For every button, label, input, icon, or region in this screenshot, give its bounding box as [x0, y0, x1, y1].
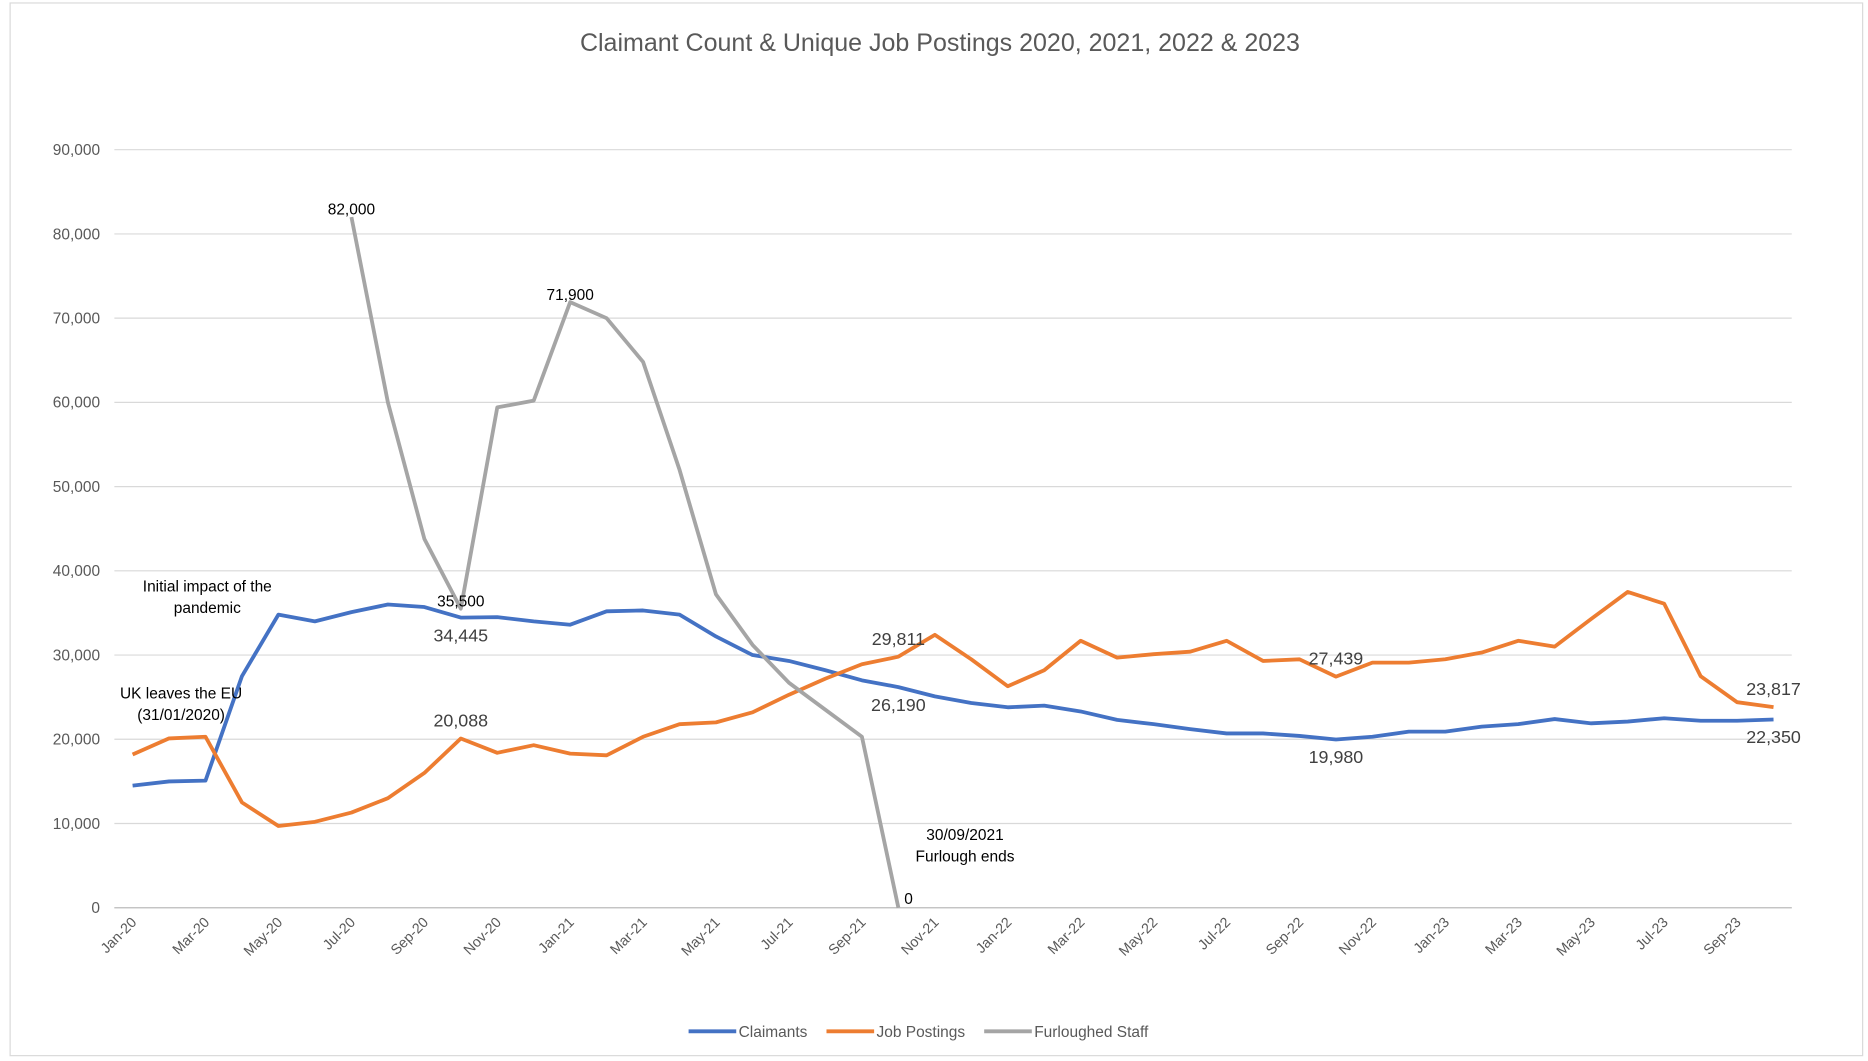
data-label: 35,500: [437, 593, 484, 610]
data-label: 82,000: [328, 202, 375, 219]
y-tick-label: 10,000: [53, 816, 100, 833]
y-tick-label: 0: [91, 900, 100, 917]
annotation: 30/09/2021: [926, 827, 1003, 844]
y-tick-label: 40,000: [53, 563, 100, 580]
chart-frame: [9, 2, 1864, 1057]
data-label: 19,980: [1309, 747, 1364, 767]
y-tick-label: 90,000: [53, 142, 100, 159]
data-label: 27,439: [1309, 649, 1364, 669]
data-label: 71,900: [547, 287, 594, 304]
legend-label: Claimants: [739, 1024, 808, 1041]
y-tick-label: 50,000: [53, 479, 100, 496]
chart-title: Claimant Count & Unique Job Postings 202…: [580, 29, 1300, 57]
series-line: [349, 216, 901, 909]
data-label: 26,190: [871, 695, 926, 715]
annotation: Initial impact of the: [143, 579, 272, 596]
legend-label: Furloughed Staff: [1034, 1024, 1149, 1041]
data-label: 0: [904, 891, 913, 908]
series-line: [132, 602, 1774, 788]
y-tick-label: 30,000: [53, 647, 100, 664]
annotation: UK leaves the EU: [120, 686, 242, 703]
data-label: 20,088: [433, 711, 488, 731]
annotation: (31/01/2020): [137, 707, 225, 724]
annotation: pandemic: [174, 600, 241, 617]
y-tick-label: 20,000: [53, 732, 100, 749]
y-tick-label: 70,000: [53, 311, 100, 328]
data-label: 29,811: [872, 629, 925, 649]
data-label: 22,350: [1746, 727, 1801, 747]
annotation: Furlough ends: [916, 848, 1015, 865]
legend-label: Job Postings: [877, 1024, 966, 1041]
data-label: 34,445: [433, 625, 488, 645]
series-line: [131, 590, 1774, 828]
data-label: 23,817: [1746, 679, 1801, 699]
y-tick-label: 80,000: [53, 226, 100, 243]
y-tick-label: 60,000: [53, 395, 100, 412]
